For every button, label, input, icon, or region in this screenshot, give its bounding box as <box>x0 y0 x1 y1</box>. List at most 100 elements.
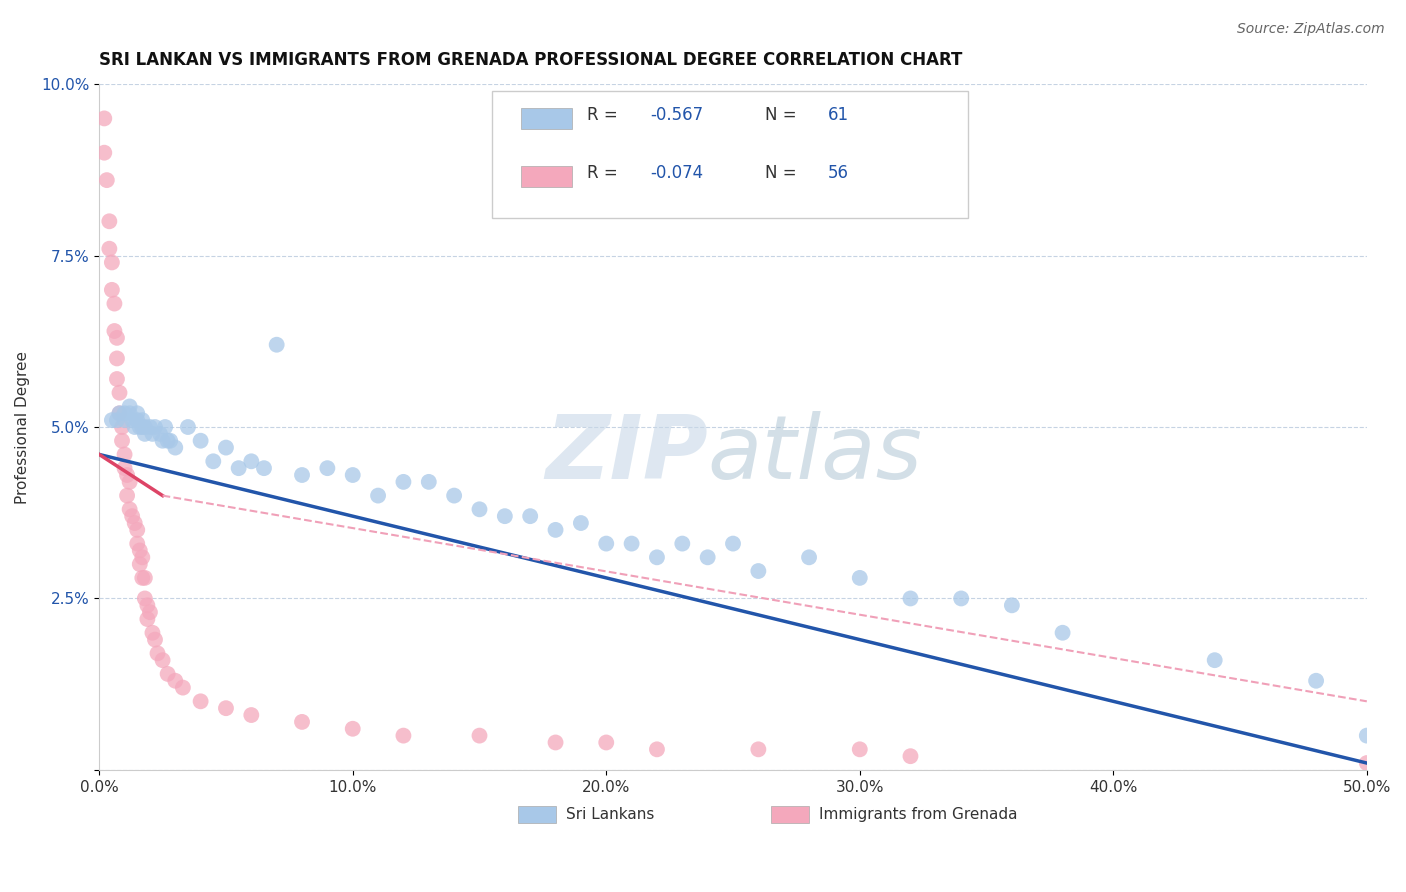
Point <box>136 599 159 613</box>
Point <box>96 173 118 187</box>
Point <box>143 420 166 434</box>
Point <box>645 550 668 565</box>
Point <box>114 447 136 461</box>
Point <box>134 426 156 441</box>
Point <box>172 681 194 695</box>
Point <box>108 385 131 400</box>
Text: ZIP: ZIP <box>546 411 707 498</box>
Point <box>443 489 465 503</box>
Point <box>544 523 567 537</box>
Point <box>114 406 136 420</box>
Point <box>111 420 134 434</box>
Point <box>134 420 156 434</box>
Point <box>152 434 174 448</box>
Y-axis label: Professional Degree: Professional Degree <box>15 351 30 503</box>
Text: atlas: atlas <box>707 411 922 498</box>
Text: -0.567: -0.567 <box>651 106 704 124</box>
Point <box>797 550 820 565</box>
Point <box>118 475 141 489</box>
Point <box>747 742 769 756</box>
Point <box>190 694 212 708</box>
Point <box>143 632 166 647</box>
Point <box>134 571 156 585</box>
Point <box>114 413 136 427</box>
FancyBboxPatch shape <box>492 91 967 218</box>
Point <box>139 420 162 434</box>
Point <box>468 502 491 516</box>
Point <box>1355 729 1378 743</box>
Point <box>253 461 276 475</box>
Point <box>240 454 263 468</box>
Point <box>1204 653 1226 667</box>
Text: R =: R = <box>588 164 623 182</box>
Point <box>139 605 162 619</box>
Point <box>103 324 125 338</box>
Point <box>392 729 415 743</box>
Point <box>645 742 668 756</box>
Point <box>165 441 187 455</box>
Point <box>98 214 121 228</box>
Point <box>152 653 174 667</box>
Point <box>105 413 128 427</box>
Point <box>1052 625 1074 640</box>
Point <box>177 420 200 434</box>
Point <box>136 612 159 626</box>
Point <box>128 543 150 558</box>
Text: N =: N = <box>765 164 801 182</box>
Point <box>127 406 149 420</box>
Point <box>696 550 718 565</box>
Point <box>240 708 263 723</box>
Point <box>105 351 128 366</box>
Point <box>141 426 163 441</box>
Point <box>900 749 922 764</box>
Point <box>153 420 176 434</box>
Point <box>141 625 163 640</box>
FancyBboxPatch shape <box>522 108 572 128</box>
Text: 61: 61 <box>828 106 849 124</box>
Point <box>93 112 115 126</box>
Text: SRI LANKAN VS IMMIGRANTS FROM GRENADA PROFESSIONAL DEGREE CORRELATION CHART: SRI LANKAN VS IMMIGRANTS FROM GRENADA PR… <box>100 51 963 69</box>
Point <box>202 454 225 468</box>
Point <box>118 502 141 516</box>
Text: Immigrants from Grenada: Immigrants from Grenada <box>820 807 1018 822</box>
Point <box>228 461 250 475</box>
Point <box>671 536 693 550</box>
Point <box>519 509 541 524</box>
Point <box>367 489 389 503</box>
Point <box>115 489 138 503</box>
Point <box>105 372 128 386</box>
Point <box>118 406 141 420</box>
Point <box>595 536 617 550</box>
FancyBboxPatch shape <box>517 806 555 823</box>
Point <box>849 742 872 756</box>
Point <box>111 434 134 448</box>
Point <box>190 434 212 448</box>
Text: R =: R = <box>588 106 623 124</box>
Point <box>342 722 364 736</box>
Point <box>127 536 149 550</box>
Point <box>747 564 769 578</box>
Point <box>569 516 592 530</box>
Point <box>115 468 138 483</box>
Point <box>98 242 121 256</box>
Point <box>1305 673 1327 688</box>
Point <box>146 646 169 660</box>
Point <box>93 145 115 160</box>
Point <box>165 673 187 688</box>
Point <box>1001 599 1024 613</box>
Point <box>316 461 339 475</box>
Point <box>124 516 146 530</box>
Point <box>131 420 153 434</box>
Point <box>134 591 156 606</box>
Point <box>156 434 179 448</box>
Point <box>418 475 440 489</box>
Point <box>291 714 314 729</box>
Point <box>121 413 143 427</box>
Point <box>128 420 150 434</box>
Point <box>127 523 149 537</box>
Point <box>101 255 124 269</box>
Point <box>131 413 153 427</box>
FancyBboxPatch shape <box>770 806 808 823</box>
Point <box>215 441 238 455</box>
Point <box>544 735 567 749</box>
